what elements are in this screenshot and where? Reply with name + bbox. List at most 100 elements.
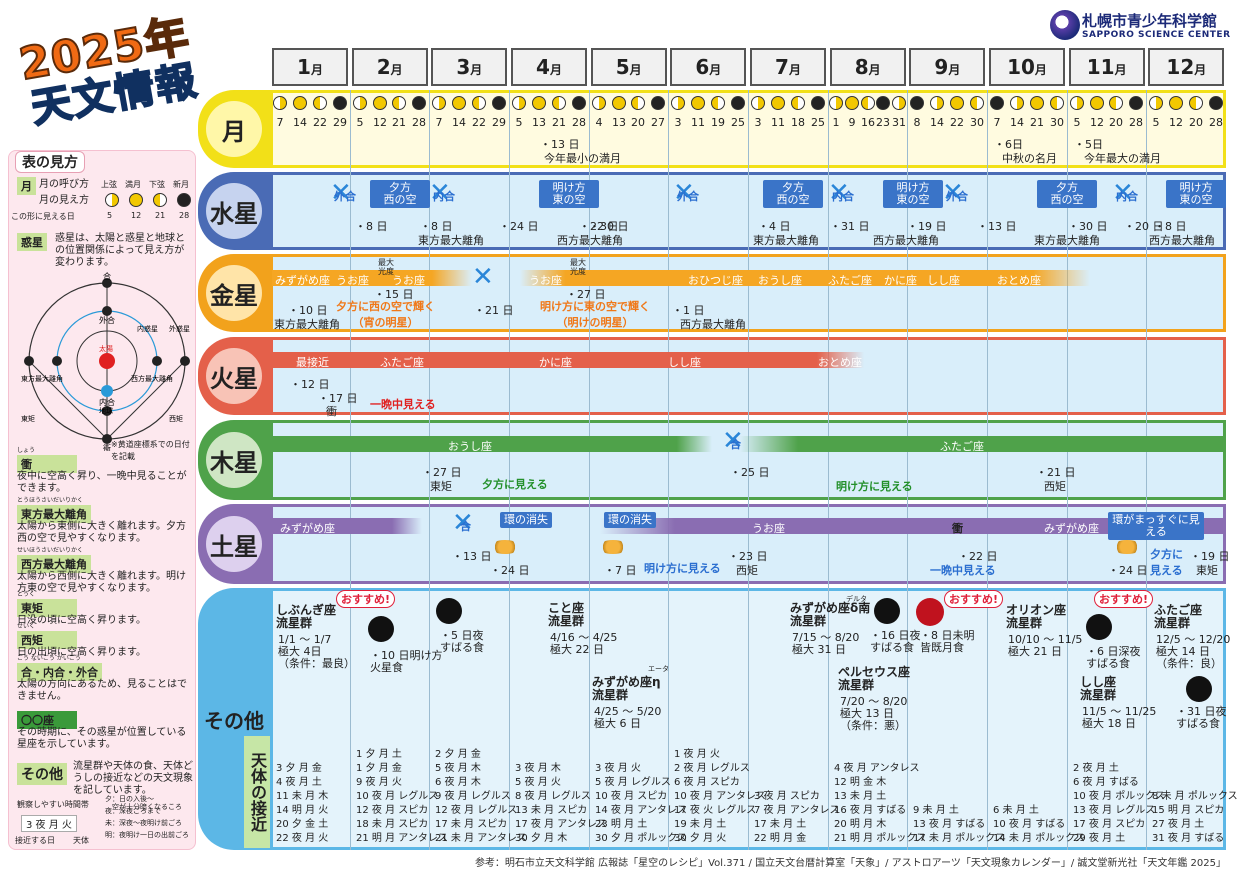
approach-item: 6 夜 月 スピカ [674,777,740,788]
orionids-detail: 10/10 ～ 11/5 極大 21 日 [1008,633,1083,658]
venus-maxbright-label: 最大 光度 [378,258,394,276]
approach-item: 21 明 月 アンタレス [356,833,448,844]
moon-phase-icon [1010,96,1024,110]
logo-icon [1050,10,1080,40]
moon-day: 19 [711,116,725,129]
moon-note-5: ・5日 [1074,138,1103,151]
moon-day: 30 [970,116,984,129]
dia-oppo: 衝 [103,443,111,451]
venus-morning-label: 明け方に東の空で輝く （明けの明星） [540,300,650,329]
lyrids-detail: 4/16 ～ 4/25 極大 22 日 [550,631,618,656]
month-7: 7月 [750,48,827,86]
footer-references: 参考：明石市立天文科学館 広報誌「星空のレシピ」Vol.371 / 国立天文台暦… [474,858,1226,869]
approach-item: 29 夜 月 土 [1073,833,1126,844]
moon-day: 21 [392,116,406,129]
month-unit: 月 [1194,63,1207,77]
legend-moon-l1: 月の呼び方 [39,179,89,190]
leonids-title: しし座 流星群 [1080,675,1117,702]
moon-phase-icon [990,96,1004,110]
moon-day: 25 [811,116,825,129]
jupiter-evening-label: 夕方に見える [482,478,548,491]
month-num: 6 [695,55,710,79]
legend-def-term: 衝 [17,455,77,473]
month-5: 5月 [590,48,667,86]
moon-phase-icon [432,96,446,110]
row-label-mars: 火星 [198,337,270,415]
month-unit: 月 [868,63,881,77]
moon-day: 28 [1129,116,1143,129]
approach-item: 22 明 月 金 [754,833,807,844]
venus-date-10: ・10 日 [288,304,328,317]
eta-aquariids-title: みずがめ座η 流星群 [592,675,661,702]
venus-constellation: かに座 [884,274,917,287]
month-9: 9月 [909,48,986,86]
jupiter-constellation: おうし座 [448,440,492,453]
moon-day: 1 [832,116,840,129]
month-unit: 月 [948,63,961,77]
eta-aquariids-detail: 4/25 ～ 5/20 極大 6 日 [594,705,662,730]
approach-item: 20 明 月 木 [834,819,887,830]
dia-naigo: 内合 [99,397,115,407]
approach-item: 5 夜 月 火 [515,777,561,788]
month-num: 4 [536,55,550,79]
row-label-moon: 月 [198,90,270,168]
legend-def-desc: 日の出頃に空高く昇ります。 [17,647,146,658]
month-unit: 月 [549,63,562,77]
perseids-title: ペルセウス座 流星群 [838,665,911,692]
approach-item: 13 未 月 スピカ [515,805,588,816]
moon-day: 14 [293,116,307,129]
moon-note-harvest: 中秋の名月 [1002,152,1057,165]
moon-day: 21 [552,116,566,129]
moon-day: 20 [631,116,645,129]
approach-item: 1 夜 月 火 [674,749,720,760]
month-unit: 月 [629,63,642,77]
saturn-constellation: みずがめ座 [280,522,335,535]
moon-phase-icon [671,96,685,110]
moon-phase-icon [412,96,426,110]
month-num: 3 [456,55,471,79]
legend-def-term: 〇〇座 [17,711,77,729]
month-10: 10月 [989,48,1066,86]
lyrids-title: こと座 流星群 [548,601,585,628]
month-num: 2 [376,55,391,79]
mars-occultation-label: ・10 日明け方 火星食 [370,649,443,674]
legend-note: ※黄道座標系での日付を記載 [111,440,190,461]
month-unit: 月 [390,63,403,77]
saturn-date-23: ・23 日 [728,550,768,563]
moon-day: 14 [452,116,466,129]
recommend-badge: おすすめ! [336,590,396,608]
approach-item: 6 未 月 土 [993,805,1039,816]
moon-phase-icon [373,96,387,110]
row-label-other-text: その他 [204,708,264,733]
row-jupiter [270,420,1226,500]
mercury-date: ・4 日 [758,220,791,233]
moon-day: 27 [651,116,665,129]
approach-item: 1 夕 月 金 [356,763,402,774]
approach-item: 8 夜 月 レグルス [515,791,591,802]
row-label-moon-text: 月 [206,101,262,157]
mercury-east-label: 東方最大離角 [753,234,819,247]
approach-item: 8 未 月 ポルックス [1152,791,1238,802]
legend-time-item: 未：深夜～夜明け前ごろ [105,819,182,827]
legend-sample: 3 夜 月 火 [21,815,77,832]
moon-day: 5 [356,116,364,129]
jupiter-east-label: 東矩 [430,480,452,493]
legend-phase-icon [177,193,191,207]
mercury-naigo-label: 内合 [433,190,455,203]
approach-item: 10 夜 月 ポルックス [1073,791,1165,802]
legend-def-desc: 日没の頃に空高く昇ります。 [17,615,146,626]
approach-item: 10 夜 月 レグルス [356,791,439,802]
approach-item: 17 未 月 スピカ [435,819,508,830]
moon-phase-icon [791,96,805,110]
saturn-icon [490,540,520,554]
month-8: 8月 [829,48,906,86]
moon-phase-icon [1050,96,1064,110]
moon-day: 7 [276,116,284,129]
legend-time-item: 明：夜明け一日の出前ごろ [105,831,189,839]
moon-day: 12 [373,116,387,129]
moon-phase-icon [845,96,859,110]
approach-item: 13 未 月 土 [834,791,887,802]
venus-conj-icon: ✕ [472,262,494,292]
approach-item: 5 夜 月 レグルス [595,777,671,788]
row-label-saturn: 土星 [198,504,270,584]
